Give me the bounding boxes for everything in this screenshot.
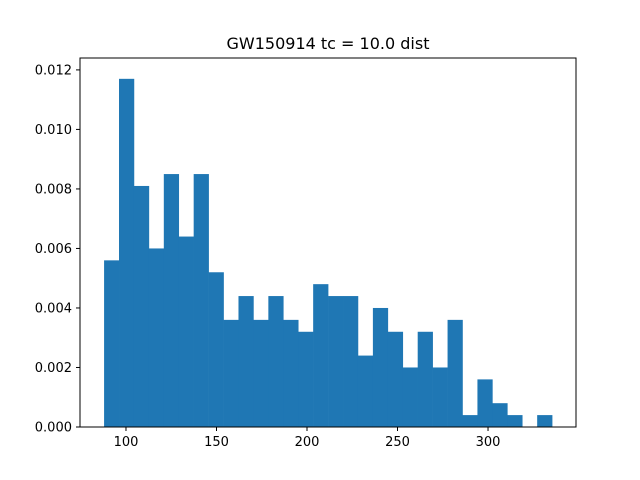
chart-title: GW150914 tc = 10.0 dist bbox=[227, 34, 430, 53]
histogram-bar bbox=[537, 415, 553, 427]
histogram-bar bbox=[507, 415, 523, 427]
histogram-bar bbox=[328, 296, 344, 427]
y-axis: 0.000 0.002 0.004 0.006 0.008 0.010 0.012 bbox=[35, 63, 80, 436]
histogram-bar bbox=[447, 319, 463, 427]
histogram-bar bbox=[148, 248, 165, 427]
histogram-bar bbox=[268, 296, 284, 427]
y-tick-label: 0.000 bbox=[35, 421, 72, 436]
histogram-bar bbox=[133, 185, 150, 427]
histogram-bar bbox=[417, 331, 433, 427]
histogram-bar bbox=[223, 319, 239, 427]
histogram-bar bbox=[357, 355, 374, 427]
y-tick-label: 0.008 bbox=[35, 182, 72, 197]
histogram-bar bbox=[238, 296, 254, 427]
histogram-bar bbox=[402, 367, 418, 427]
bars-group bbox=[104, 78, 553, 427]
x-tick-label: 150 bbox=[204, 435, 229, 450]
histogram-bar bbox=[462, 415, 478, 427]
histogram-bar bbox=[104, 260, 120, 427]
histogram-bar bbox=[208, 272, 224, 427]
histogram-bar bbox=[387, 331, 404, 427]
histogram-bar bbox=[477, 379, 493, 427]
histogram-bar bbox=[178, 236, 194, 427]
histogram-bar bbox=[283, 319, 299, 427]
histogram-bar bbox=[432, 367, 448, 427]
x-axis: 100 150 200 250 300 bbox=[114, 427, 501, 450]
y-tick-label: 0.006 bbox=[35, 242, 72, 257]
histogram-bar bbox=[193, 174, 209, 427]
histogram-bar bbox=[163, 174, 180, 427]
histogram-bar bbox=[119, 78, 135, 427]
x-tick-label: 300 bbox=[476, 435, 501, 450]
histogram-bar bbox=[298, 331, 314, 427]
x-tick-label: 250 bbox=[385, 435, 410, 450]
histogram-bar bbox=[253, 319, 269, 427]
y-tick-label: 0.010 bbox=[35, 123, 72, 138]
histogram-bar bbox=[343, 296, 359, 427]
x-tick-label: 200 bbox=[295, 435, 320, 450]
y-tick-label: 0.004 bbox=[35, 301, 72, 316]
histogram-bar bbox=[492, 403, 508, 427]
x-tick-label: 100 bbox=[114, 435, 139, 450]
plot-frame bbox=[79, 57, 577, 428]
histogram-bar bbox=[372, 307, 389, 427]
histogram-bar bbox=[313, 284, 329, 427]
y-tick-label: 0.002 bbox=[35, 361, 72, 376]
y-tick-label: 0.012 bbox=[35, 63, 72, 78]
